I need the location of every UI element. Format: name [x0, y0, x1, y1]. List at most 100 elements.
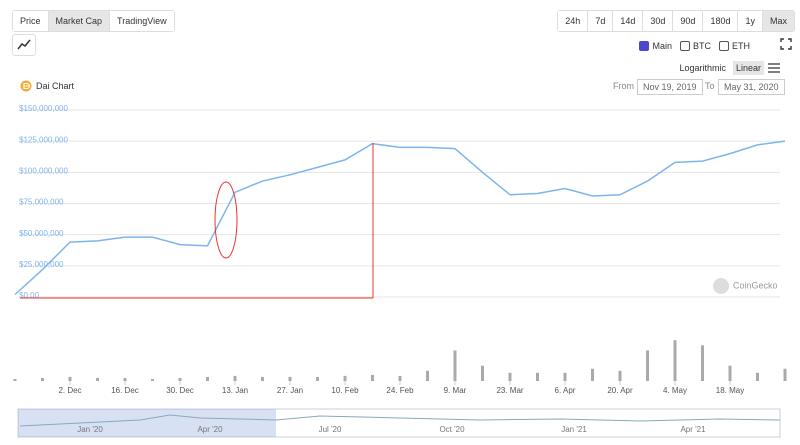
- x-tick-label: 23. Mar: [496, 386, 523, 395]
- volume-bar: [481, 365, 484, 381]
- line: [14, 140, 786, 296]
- y-tick-label: $100,000,000: [19, 166, 68, 175]
- x-tick-label: 6. Apr: [555, 386, 576, 395]
- volume-bar: [123, 377, 127, 381]
- option-group: Main BTC ETH: [639, 41, 750, 51]
- volume-bar: [618, 370, 622, 381]
- volume-bar: [563, 372, 567, 381]
- volume-bar: [206, 376, 209, 381]
- navigator-label: Oct '20: [439, 425, 465, 434]
- to-input[interactable]: May 31, 2020: [718, 79, 785, 95]
- navigator-label: Jul '20: [319, 425, 342, 434]
- option[interactable]: BTC: [680, 41, 711, 51]
- volume-bar: [591, 368, 594, 381]
- x-tick-label: 27. Jan: [277, 386, 303, 395]
- option-label: ETH: [732, 41, 750, 51]
- volume-bar: [233, 375, 237, 381]
- volume-bar: [316, 376, 319, 381]
- volume-bar: [426, 370, 429, 381]
- to-label: To: [705, 81, 715, 91]
- from-input[interactable]: Nov 19, 2019: [637, 79, 703, 95]
- tab[interactable]: Market Cap: [48, 11, 111, 31]
- volume-bar: [288, 376, 292, 381]
- option-label: BTC: [693, 41, 711, 51]
- volume-bar: [41, 377, 44, 381]
- x-tick-label: 24. Feb: [386, 386, 414, 395]
- volume-bar: [783, 368, 787, 381]
- volume-bar: [96, 377, 99, 381]
- volume-bar: [178, 377, 182, 381]
- option[interactable]: Main: [639, 41, 672, 51]
- y-tick-label: $75,000,000: [19, 198, 64, 207]
- range-button[interactable]: 30d: [643, 11, 674, 31]
- checkbox[interactable]: [719, 41, 729, 51]
- coin-icon: [20, 80, 32, 92]
- menu-icon[interactable]: [768, 63, 780, 73]
- checkbox[interactable]: [639, 41, 650, 51]
- volume-bar: [13, 378, 17, 381]
- x-tick-label: 2. Dec: [58, 386, 81, 395]
- x-tick-label: 4. May: [663, 386, 687, 395]
- chart-title: Dai Chart: [36, 81, 75, 91]
- range-button[interactable]: 24h: [558, 11, 589, 31]
- option[interactable]: ETH: [719, 41, 750, 51]
- annotation-ellipse: [214, 181, 238, 259]
- x-tick-label: 20. Apr: [607, 386, 633, 395]
- option-label: Main: [652, 41, 672, 51]
- x-tick-label: 10. Feb: [331, 386, 359, 395]
- annotation: [20, 143, 374, 299]
- tab[interactable]: Price: [13, 11, 49, 31]
- volume-bar: [343, 375, 347, 381]
- volume-bar: [68, 376, 72, 381]
- y-tick-label: $0.00: [19, 291, 40, 300]
- volume-bar: [756, 372, 759, 381]
- watermark-logo: [713, 278, 729, 294]
- scale-button[interactable]: Linear: [732, 61, 764, 75]
- from-label: From: [613, 81, 634, 91]
- chart-type-button[interactable]: [12, 34, 36, 56]
- expand-icon[interactable]: [780, 38, 792, 50]
- watermark: CoinGecko: [733, 280, 778, 290]
- navigator: [17, 408, 781, 438]
- navigator-label: Jan '21: [561, 425, 587, 434]
- range-button[interactable]: 14d: [613, 11, 644, 31]
- volume-bar: [536, 372, 539, 381]
- range-group: 24h 7d 14d 30d 90d 180d 1y Max: [557, 10, 795, 32]
- range-button[interactable]: Max: [762, 11, 794, 31]
- scale-group: Logarithmic Linear: [676, 61, 764, 75]
- volume-bar: [701, 345, 704, 381]
- range-button[interactable]: 1y: [738, 11, 763, 31]
- tab-group: Price Market Cap TradingView: [12, 10, 175, 32]
- volume-bar: [453, 350, 457, 381]
- x-tick-label: 18. May: [716, 386, 744, 395]
- volume-bar: [673, 340, 677, 381]
- scale-button[interactable]: Logarithmic: [679, 63, 726, 73]
- navigator-label: Jan '20: [77, 425, 103, 434]
- x-tick-label: 13. Jan: [222, 386, 248, 395]
- range-button[interactable]: 90d: [673, 11, 704, 31]
- y-tick-label: $150,000,000: [19, 104, 68, 113]
- range-button[interactable]: 180d: [703, 11, 739, 31]
- tab[interactable]: TradingView: [110, 11, 174, 31]
- volume-bar: [508, 372, 512, 381]
- x-tick-label: 30. Dec: [166, 386, 194, 395]
- x-tick-label: 16. Dec: [111, 386, 139, 395]
- trend-icon: [17, 39, 31, 50]
- x-tick-label: 9. Mar: [444, 386, 467, 395]
- volume-bar: [646, 350, 649, 381]
- navigator-label: Apr '21: [680, 425, 706, 434]
- volume-bar: [261, 376, 264, 381]
- y-tick-label: $125,000,000: [19, 135, 68, 144]
- volume-bar: [151, 378, 154, 381]
- volume-bar: [398, 375, 402, 381]
- y-tick-label: $25,000,000: [19, 260, 64, 269]
- navigator-selection[interactable]: [18, 409, 276, 437]
- y-tick-label: $50,000,000: [19, 229, 64, 238]
- navigator-line: [19, 414, 781, 427]
- volume-bar: [371, 374, 374, 381]
- checkbox[interactable]: [680, 41, 690, 51]
- range-button[interactable]: 7d: [588, 11, 614, 31]
- volume-bar: [728, 365, 732, 381]
